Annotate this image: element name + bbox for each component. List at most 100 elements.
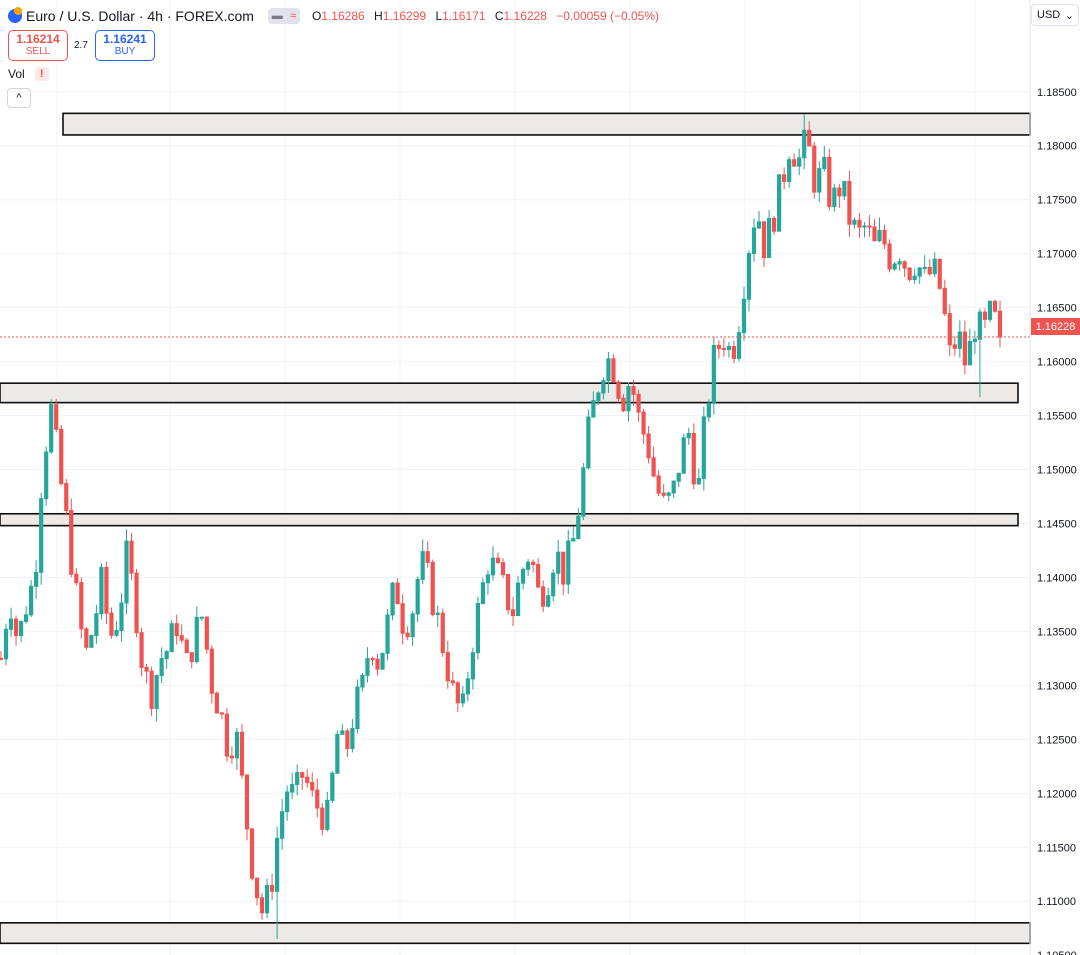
y-tick-label: 1.14500 (1037, 518, 1077, 530)
candle-body (992, 300, 998, 312)
candle-body (842, 180, 847, 197)
chart-grid (0, 0, 1030, 955)
candle-body (3, 628, 9, 660)
candle-body (495, 557, 501, 564)
candle-body (566, 540, 571, 585)
candle-body (139, 632, 144, 668)
candle-body (254, 877, 260, 899)
candle-body (355, 686, 360, 730)
candle-body (159, 658, 164, 677)
candle-body (520, 568, 526, 584)
candle-body (611, 358, 616, 383)
warning-icon[interactable]: ! (34, 67, 49, 81)
candle-body (275, 837, 280, 892)
candle-body (79, 582, 84, 630)
candle-body (320, 807, 325, 830)
candle-body (696, 478, 701, 485)
sell-label: SELL (25, 46, 51, 57)
price-axis[interactable]: 1.18500 1.18000 1.17500 1.17000 1.16500 1.160… (1037, 87, 1077, 955)
high-key: H (374, 9, 383, 23)
candle-body (219, 712, 224, 715)
candle-body (465, 678, 470, 695)
zone-rect[interactable] (0, 922, 1031, 945)
low-key: L (435, 9, 443, 23)
candle-body (280, 811, 285, 839)
candle-body (787, 159, 792, 182)
candle-body (18, 620, 24, 637)
candle-body (701, 416, 706, 480)
high-value: 1.16299 (382, 9, 427, 23)
candle-body (731, 345, 737, 359)
zone-rect[interactable] (62, 112, 1031, 136)
wave-icon: ≈ (290, 10, 297, 22)
currency-selector[interactable]: USD ⌄ (1031, 4, 1079, 26)
candle-body (44, 451, 49, 500)
candle-body (947, 313, 952, 346)
candle-body (340, 730, 345, 735)
candle-body (621, 397, 626, 412)
zone-rect[interactable] (0, 512, 1019, 527)
candle-body (716, 344, 721, 349)
candle-body (872, 226, 877, 242)
candle-body (987, 300, 993, 320)
candle-body (551, 572, 556, 597)
candle-body (967, 340, 972, 366)
visibility-toggle[interactable]: ▬ ≈ (267, 8, 300, 24)
candle-body (937, 258, 942, 289)
candle-body (561, 551, 566, 585)
candle-body (305, 776, 310, 784)
support-resistance-zones[interactable] (0, 112, 1031, 945)
candle-body (104, 566, 109, 614)
candle-body (977, 311, 983, 340)
candle-body (244, 774, 250, 830)
y-tick-label: 1.15000 (1037, 465, 1077, 477)
zone-rect[interactable] (0, 382, 1019, 404)
candle-body (239, 731, 245, 776)
candle-body (420, 551, 425, 580)
candle-body (209, 648, 214, 694)
y-tick-label: 1.18500 (1037, 87, 1077, 99)
candle-body (204, 616, 209, 650)
candle-body (164, 651, 169, 660)
candle-body (651, 457, 656, 477)
candle-body (656, 475, 661, 494)
volume-label: Vol (8, 67, 25, 81)
candle-body (124, 540, 129, 604)
sell-button[interactable]: 1.16214 SELL (8, 30, 68, 61)
candle-body (109, 612, 114, 636)
buy-price: 1.16241 (103, 32, 147, 46)
candle-body (706, 402, 711, 418)
y-tick-label: 1.14000 (1037, 572, 1077, 584)
buy-button[interactable]: 1.16241 BUY (95, 30, 155, 61)
candle-body (982, 311, 988, 320)
candle-body (877, 229, 882, 242)
open-value: 1.16286 (321, 9, 365, 23)
y-tick-label: 1.12000 (1037, 788, 1077, 800)
candle-body (234, 731, 240, 759)
candle-body (390, 582, 395, 616)
candle-body (691, 432, 696, 485)
candle-body (601, 380, 606, 394)
candle-body (149, 670, 154, 709)
candle-body (531, 561, 536, 566)
candle-body (184, 639, 189, 654)
change-value: −0.00059 (−0.05%) (556, 9, 660, 23)
volume-indicator[interactable]: Vol ! (8, 67, 49, 81)
candle-body (470, 652, 475, 680)
candle-body (370, 658, 375, 661)
candle-body (144, 666, 149, 672)
symbol-title[interactable]: Euro / U.S. Dollar · 4h · FOREX.com (26, 8, 254, 24)
candle-body (887, 243, 892, 270)
y-tick-label: 1.16500 (1037, 303, 1077, 315)
candle-body (751, 227, 757, 254)
candle-body (661, 492, 666, 496)
y-tick-label: 1.18000 (1037, 141, 1077, 153)
candle-body (571, 538, 576, 542)
candle-body (189, 652, 194, 663)
candle-body (345, 730, 350, 749)
candle-body (777, 174, 782, 232)
candle-body (671, 480, 676, 494)
candle-body (867, 225, 872, 228)
collapse-button[interactable]: ^ (7, 88, 31, 108)
